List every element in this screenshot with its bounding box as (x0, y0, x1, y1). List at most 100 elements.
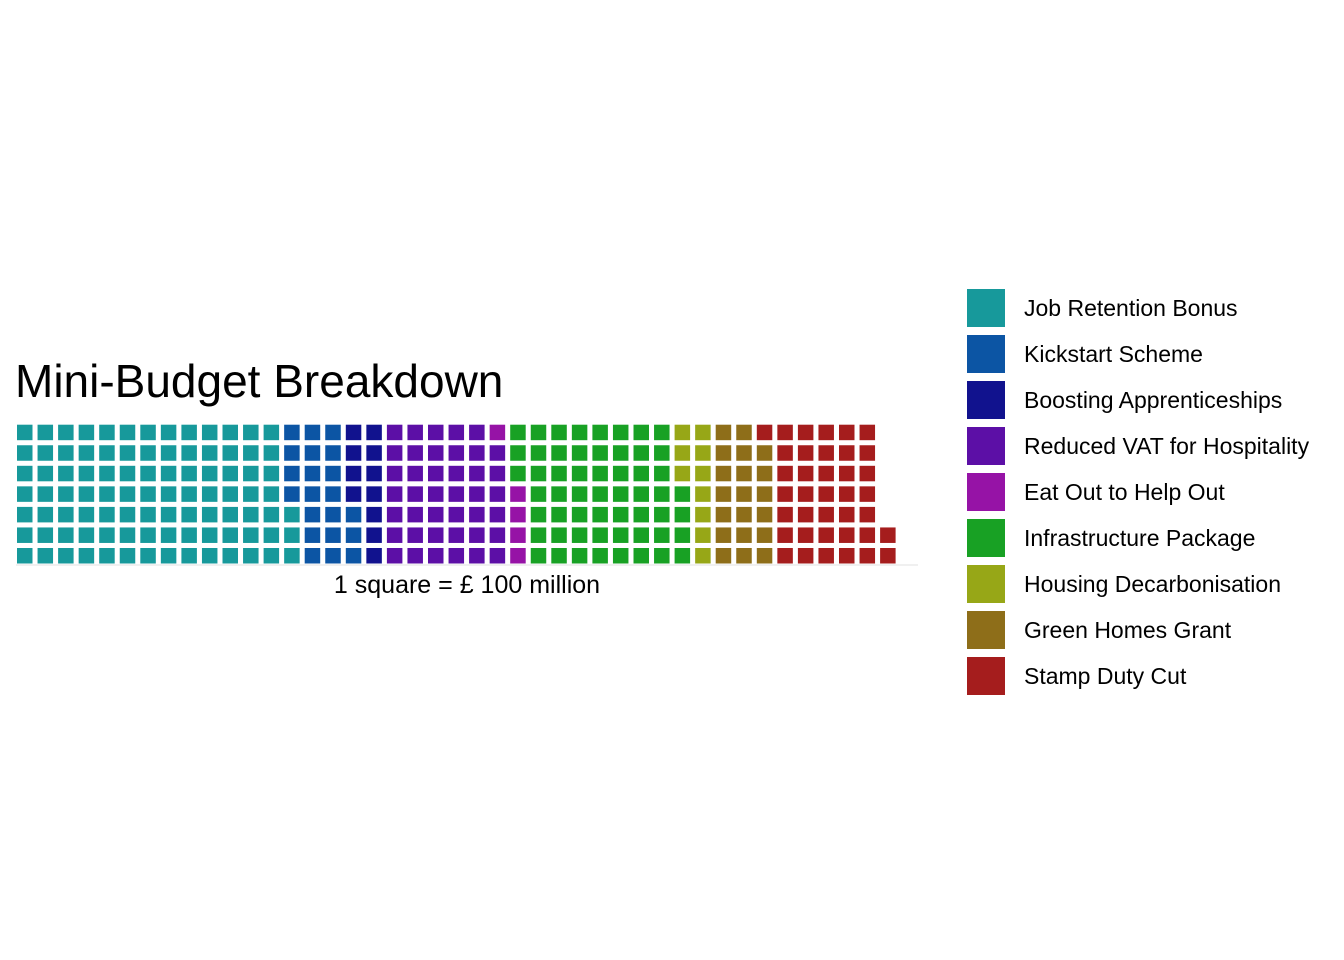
waffle-square (612, 527, 629, 543)
waffle-square (160, 506, 177, 523)
waffle-square (222, 548, 238, 564)
waffle-square (78, 548, 95, 564)
legend-key (967, 427, 1005, 465)
waffle-square (140, 548, 156, 564)
waffle-square (37, 527, 54, 543)
waffle-square (695, 424, 711, 441)
waffle-square (674, 465, 691, 482)
waffle-square (78, 445, 95, 461)
waffle-square (181, 506, 197, 523)
waffle-square (839, 486, 855, 502)
waffle-square (407, 445, 423, 461)
waffle-square (304, 548, 321, 564)
waffle-square (633, 548, 649, 564)
waffle-square (592, 486, 608, 502)
waffle-square (448, 527, 465, 543)
waffle-square (284, 465, 300, 482)
waffle-square (99, 486, 115, 502)
waffle-square (797, 486, 814, 502)
waffle-square (99, 465, 115, 482)
waffle-square (695, 548, 711, 564)
waffle-square (181, 548, 197, 564)
waffle-square (243, 424, 259, 441)
waffle-square (695, 465, 711, 482)
waffle-square (325, 445, 341, 461)
waffle-square (99, 424, 115, 441)
waffle-square (839, 548, 855, 564)
waffle-square (366, 527, 382, 543)
waffle-square (777, 424, 793, 441)
waffle-square (58, 527, 74, 543)
waffle-square (78, 527, 95, 543)
waffle-square (78, 486, 95, 502)
waffle-square (366, 506, 382, 523)
waffle-square (160, 445, 177, 461)
waffle-square (201, 424, 218, 441)
waffle-square (304, 424, 321, 441)
waffle-square (756, 424, 773, 441)
waffle-square (304, 465, 321, 482)
waffle-square (304, 445, 321, 461)
waffle-square (428, 506, 444, 523)
waffle-square (654, 548, 670, 564)
waffle-square (386, 527, 403, 543)
waffle-square (140, 445, 156, 461)
waffle-square (386, 445, 403, 461)
chart-caption: 1 square = £ 100 million (334, 571, 600, 599)
waffle-square (839, 424, 855, 441)
waffle-square (119, 527, 136, 543)
waffle-square (818, 548, 834, 564)
waffle-square (181, 424, 197, 441)
waffle-square (181, 527, 197, 543)
waffle-square (633, 424, 649, 441)
waffle-square (571, 506, 588, 523)
waffle-square (407, 486, 423, 502)
waffle-square (243, 548, 259, 564)
waffle-square (345, 548, 362, 564)
waffle-square (592, 506, 608, 523)
waffle-square (633, 445, 649, 461)
waffle-square (839, 445, 855, 461)
waffle-square (489, 486, 506, 502)
waffle-square (510, 527, 526, 543)
waffle-square (756, 506, 773, 523)
waffle-square (551, 424, 567, 441)
waffle-square (797, 424, 814, 441)
waffle-square (325, 424, 341, 441)
waffle-square (592, 424, 608, 441)
waffle-square (160, 486, 177, 502)
waffle-square (880, 548, 896, 564)
waffle-square (695, 486, 711, 502)
waffle-square (304, 527, 321, 543)
waffle-square (612, 548, 629, 564)
waffle-square (181, 486, 197, 502)
waffle-square (37, 486, 54, 502)
waffle-square (99, 445, 115, 461)
waffle-square (756, 445, 773, 461)
waffle-square (345, 424, 362, 441)
waffle-square (695, 445, 711, 461)
waffle-square (345, 445, 362, 461)
waffle-square (612, 465, 629, 482)
waffle-square (99, 527, 115, 543)
waffle-square (633, 465, 649, 482)
waffle-square (777, 445, 793, 461)
waffle-square (571, 486, 588, 502)
waffle-square (715, 527, 732, 543)
waffle-square (612, 445, 629, 461)
waffle-square (160, 548, 177, 564)
waffle-square (592, 445, 608, 461)
waffle-square (140, 527, 156, 543)
waffle-square (58, 506, 74, 523)
waffle-square (469, 424, 485, 441)
waffle-square (736, 424, 752, 441)
waffle-square (325, 548, 341, 564)
waffle-square (17, 445, 33, 461)
waffle-square (119, 465, 136, 482)
waffle-square (263, 527, 280, 543)
waffle-square (160, 424, 177, 441)
waffle-square (407, 506, 423, 523)
waffle-square (428, 445, 444, 461)
waffle-square (140, 465, 156, 482)
waffle-square (119, 424, 136, 441)
